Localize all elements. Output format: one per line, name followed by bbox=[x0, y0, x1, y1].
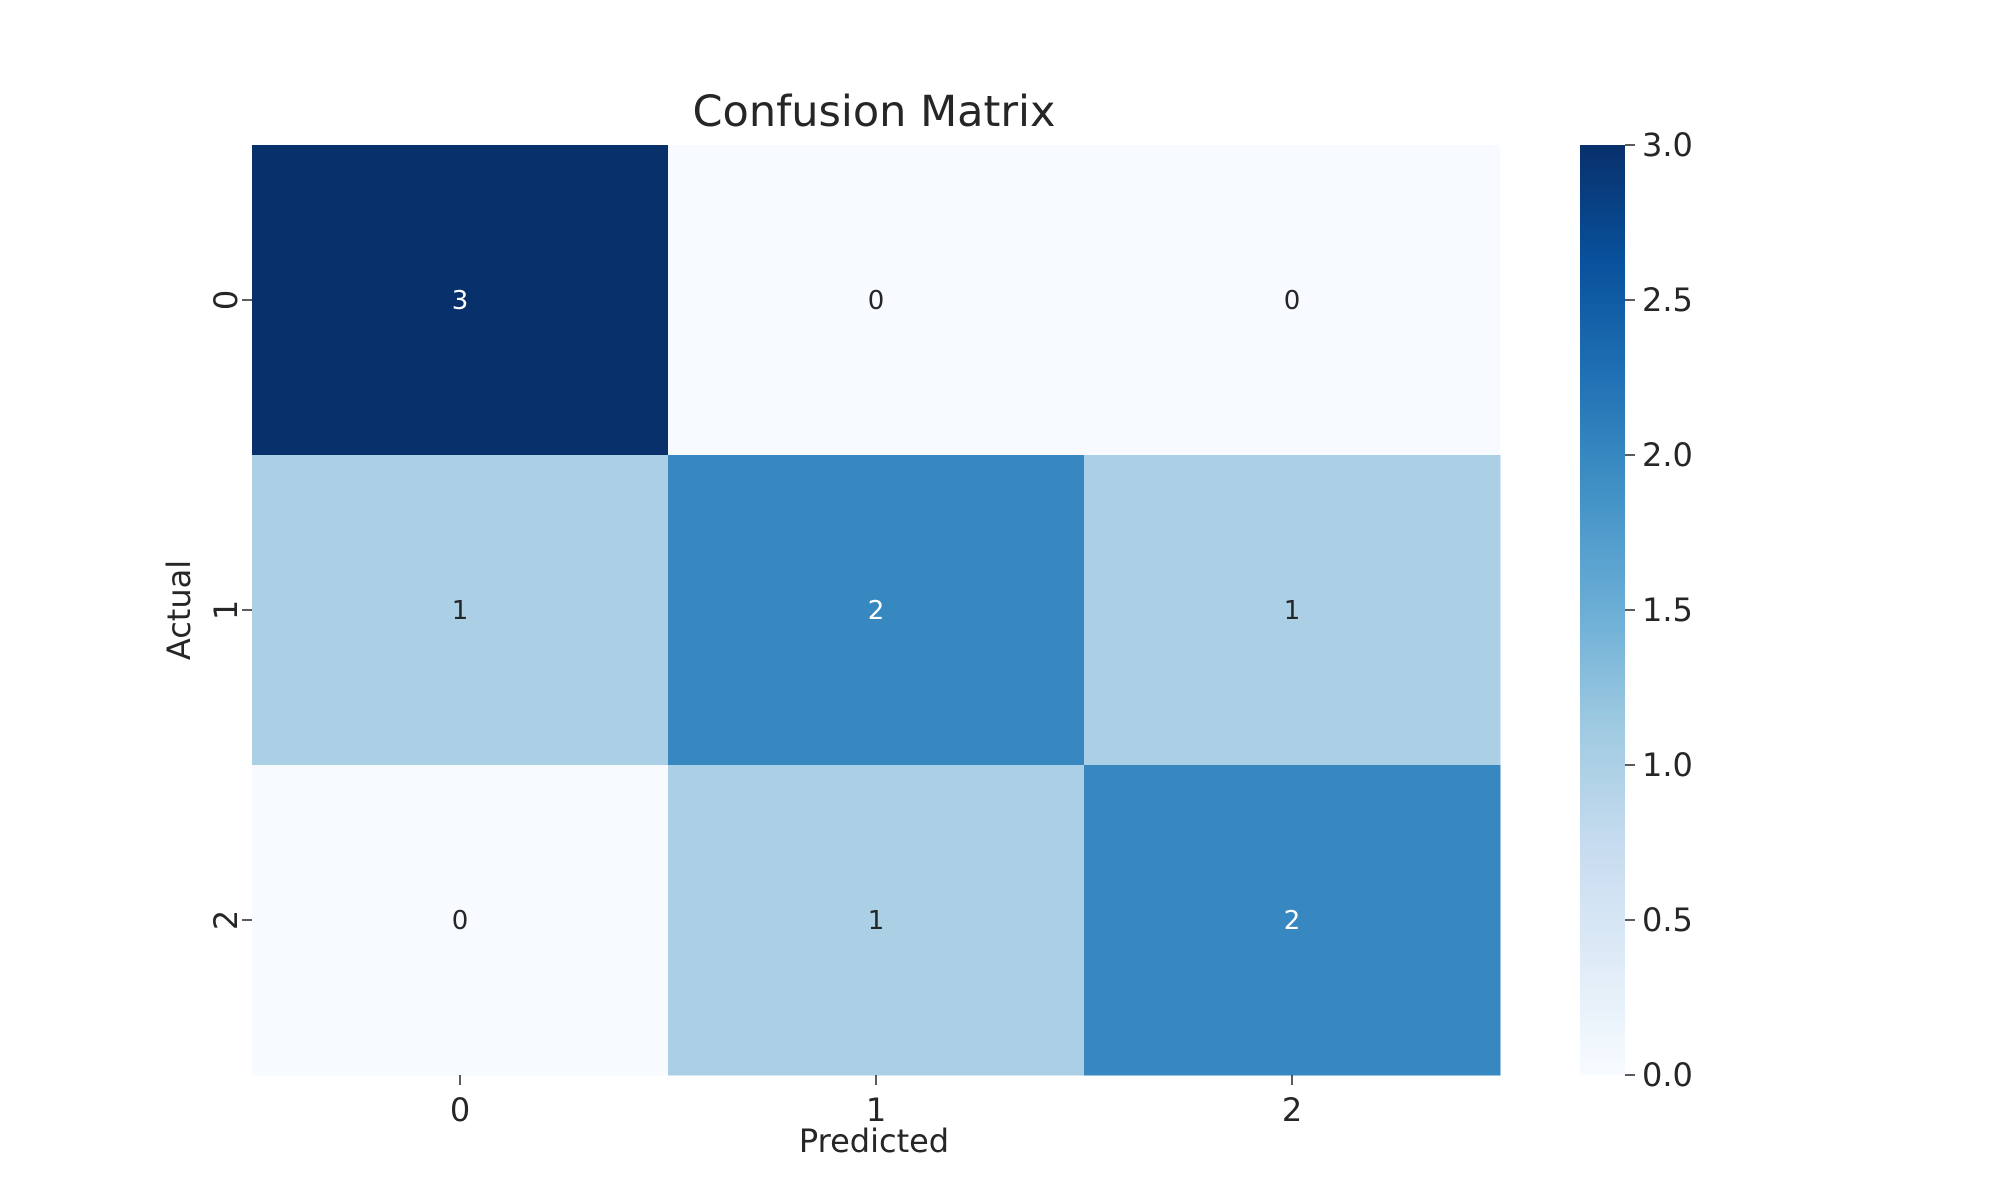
heatmap-cell-0-2 bbox=[1084, 145, 1501, 456]
y-axis-label: Actual bbox=[160, 560, 198, 660]
y-axis: 0 1 2 bbox=[207, 290, 252, 930]
colorbar-tick-label-0.0: 0.0 bbox=[1642, 1056, 1693, 1094]
heatmap-cell-1-0 bbox=[252, 455, 669, 766]
colorbar-tick-label-0.5: 0.5 bbox=[1642, 901, 1693, 939]
cell-value-1-2: 1 bbox=[1284, 596, 1301, 626]
x-axis-label: Predicted bbox=[799, 1122, 949, 1160]
colorbar-tick-label-2.0: 2.0 bbox=[1642, 436, 1693, 474]
cell-value-2-0: 0 bbox=[452, 906, 469, 936]
heatmap-cell-0-1 bbox=[668, 145, 1085, 456]
colorbar-tick-label-1.5: 1.5 bbox=[1642, 591, 1693, 629]
cell-value-1-1: 2 bbox=[868, 596, 885, 626]
x-tick-label-2: 2 bbox=[1282, 1091, 1302, 1129]
colorbar bbox=[1580, 145, 1625, 1075]
heatmap-cell-1-1 bbox=[668, 455, 1085, 766]
cell-value-1-0: 1 bbox=[452, 596, 469, 626]
cell-value-0-1: 0 bbox=[868, 286, 885, 316]
heatmap-cell-2-1 bbox=[668, 765, 1085, 1076]
colorbar-tick-label-2.5: 2.5 bbox=[1642, 281, 1693, 319]
cell-value-2-1: 1 bbox=[868, 906, 885, 936]
heatmap-cell-labels: 3 0 0 1 2 1 0 1 2 bbox=[452, 286, 1301, 936]
cell-value-2-2: 2 bbox=[1284, 906, 1301, 936]
heatmap-cell-0-0 bbox=[252, 145, 669, 456]
cell-value-0-0: 3 bbox=[452, 286, 469, 316]
x-tick-label-0: 0 bbox=[450, 1091, 470, 1129]
y-tick-label-0: 0 bbox=[207, 290, 245, 310]
y-tick-label-2: 2 bbox=[207, 910, 245, 930]
chart-title: Confusion Matrix bbox=[693, 87, 1056, 137]
x-axis: 0 1 2 bbox=[450, 1075, 1302, 1129]
colorbar-ticks: 0.0 0.5 1.0 1.5 2.0 2.5 3.0 bbox=[1625, 126, 1693, 1094]
y-tick-label-1: 1 bbox=[207, 600, 245, 620]
cell-value-0-2: 0 bbox=[1284, 286, 1301, 316]
heatmap-cell-2-0 bbox=[252, 765, 669, 1076]
heatmap-cells bbox=[252, 145, 1501, 1076]
x-tick-label-1: 1 bbox=[866, 1091, 886, 1129]
heatmap-cell-2-2 bbox=[1084, 765, 1501, 1076]
heatmap-cell-1-2 bbox=[1084, 455, 1501, 766]
colorbar-tick-label-3.0: 3.0 bbox=[1642, 126, 1693, 164]
colorbar-tick-label-1.0: 1.0 bbox=[1642, 746, 1693, 784]
